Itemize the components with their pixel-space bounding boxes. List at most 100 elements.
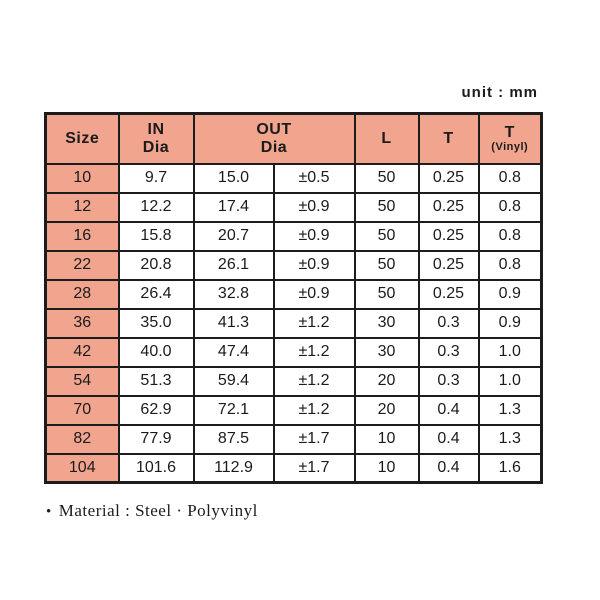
t-cell: 0.25 bbox=[417, 220, 480, 252]
out-dia-tolerance-cell: ±0.9 bbox=[272, 249, 356, 281]
header-in-dia-line1: IN bbox=[147, 120, 165, 138]
out-dia-cell: 26.1 bbox=[192, 249, 275, 281]
material-note: • Material : Steel · Polyvinyl bbox=[46, 501, 258, 521]
t-cell: 0.25 bbox=[417, 278, 480, 310]
t-cell: 0.4 bbox=[417, 394, 480, 426]
table-body: 10 9.7 15.0 ±0.5 50 0.25 0.8 12 12.2 17.… bbox=[44, 162, 543, 484]
l-cell: 20 bbox=[353, 365, 420, 397]
out-dia-cell: 59.4 bbox=[192, 365, 275, 397]
header-l-label: L bbox=[381, 129, 392, 147]
l-cell: 30 bbox=[353, 307, 420, 339]
in-dia-cell: 40.0 bbox=[117, 336, 195, 368]
t-vinyl-cell: 0.9 bbox=[477, 278, 543, 310]
in-dia-cell: 20.8 bbox=[117, 249, 195, 281]
t-vinyl-cell: 1.3 bbox=[477, 423, 543, 455]
l-cell: 20 bbox=[353, 394, 420, 426]
out-dia-tolerance-cell: ±1.7 bbox=[272, 423, 356, 455]
table-row: 42 40.0 47.4 ±1.2 30 0.3 1.0 bbox=[44, 336, 543, 368]
out-dia-cell: 112.9 bbox=[192, 452, 275, 484]
in-dia-cell: 26.4 bbox=[117, 278, 195, 310]
t-vinyl-cell: 0.8 bbox=[477, 162, 543, 194]
l-cell: 50 bbox=[353, 191, 420, 223]
header-t-vinyl-line2: (Vinyl) bbox=[491, 141, 529, 154]
in-dia-cell: 9.7 bbox=[117, 162, 195, 194]
l-cell: 10 bbox=[353, 452, 420, 484]
table-row: 104 101.6 112.9 ±1.7 10 0.4 1.6 bbox=[44, 452, 543, 484]
size-cell: 16 bbox=[44, 220, 120, 252]
t-vinyl-cell: 1.6 bbox=[477, 452, 543, 484]
l-cell: 50 bbox=[353, 278, 420, 310]
in-dia-cell: 15.8 bbox=[117, 220, 195, 252]
table-header: Size IN Dia OUT Dia L T T (Vin bbox=[44, 112, 543, 165]
header-in-dia-line2: Dia bbox=[142, 138, 170, 156]
spec-table: Size IN Dia OUT Dia L T T (Vin bbox=[44, 112, 543, 484]
l-cell: 50 bbox=[353, 220, 420, 252]
header-t-vinyl-line1: T bbox=[504, 124, 515, 142]
table-row: 10 9.7 15.0 ±0.5 50 0.25 0.8 bbox=[44, 162, 543, 194]
size-cell: 54 bbox=[44, 365, 120, 397]
size-cell: 22 bbox=[44, 249, 120, 281]
out-dia-cell: 17.4 bbox=[192, 191, 275, 223]
t-cell: 0.25 bbox=[417, 191, 480, 223]
l-cell: 50 bbox=[353, 162, 420, 194]
size-cell: 28 bbox=[44, 278, 120, 310]
out-dia-cell: 20.7 bbox=[192, 220, 275, 252]
bullet-icon: • bbox=[46, 504, 52, 520]
t-cell: 0.3 bbox=[417, 365, 480, 397]
header-out-dia: OUT Dia bbox=[192, 112, 356, 165]
header-l: L bbox=[353, 112, 420, 165]
out-dia-cell: 72.1 bbox=[192, 394, 275, 426]
size-cell: 36 bbox=[44, 307, 120, 339]
in-dia-cell: 77.9 bbox=[117, 423, 195, 455]
out-dia-tolerance-cell: ±1.2 bbox=[272, 336, 356, 368]
header-t-label: T bbox=[443, 129, 454, 147]
t-vinyl-cell: 1.3 bbox=[477, 394, 543, 426]
out-dia-tolerance-cell: ±1.7 bbox=[272, 452, 356, 484]
l-cell: 30 bbox=[353, 336, 420, 368]
in-dia-cell: 12.2 bbox=[117, 191, 195, 223]
out-dia-tolerance-cell: ±0.9 bbox=[272, 278, 356, 310]
out-dia-tolerance-cell: ±1.2 bbox=[272, 365, 356, 397]
table-row: 82 77.9 87.5 ±1.7 10 0.4 1.3 bbox=[44, 423, 543, 455]
l-cell: 50 bbox=[353, 249, 420, 281]
table-row: 28 26.4 32.8 ±0.9 50 0.25 0.9 bbox=[44, 278, 543, 310]
header-t-vinyl: T (Vinyl) bbox=[477, 112, 543, 165]
out-dia-cell: 15.0 bbox=[192, 162, 275, 194]
t-vinyl-cell: 0.9 bbox=[477, 307, 543, 339]
table-row: 12 12.2 17.4 ±0.9 50 0.25 0.8 bbox=[44, 191, 543, 223]
out-dia-cell: 87.5 bbox=[192, 423, 275, 455]
size-cell: 12 bbox=[44, 191, 120, 223]
t-cell: 0.3 bbox=[417, 307, 480, 339]
in-dia-cell: 62.9 bbox=[117, 394, 195, 426]
t-cell: 0.3 bbox=[417, 336, 480, 368]
t-vinyl-cell: 1.0 bbox=[477, 365, 543, 397]
header-in-dia: IN Dia bbox=[117, 112, 195, 165]
t-cell: 0.25 bbox=[417, 162, 480, 194]
table-row: 16 15.8 20.7 ±0.9 50 0.25 0.8 bbox=[44, 220, 543, 252]
size-cell: 42 bbox=[44, 336, 120, 368]
size-cell: 10 bbox=[44, 162, 120, 194]
in-dia-cell: 35.0 bbox=[117, 307, 195, 339]
in-dia-cell: 101.6 bbox=[117, 452, 195, 484]
t-vinyl-cell: 0.8 bbox=[477, 191, 543, 223]
l-cell: 10 bbox=[353, 423, 420, 455]
table-row: 36 35.0 41.3 ±1.2 30 0.3 0.9 bbox=[44, 307, 543, 339]
out-dia-cell: 32.8 bbox=[192, 278, 275, 310]
header-out-dia-line2: Dia bbox=[260, 138, 288, 156]
size-cell: 70 bbox=[44, 394, 120, 426]
t-cell: 0.25 bbox=[417, 249, 480, 281]
size-cell: 104 bbox=[44, 452, 120, 484]
header-size-label: Size bbox=[65, 129, 100, 147]
out-dia-tolerance-cell: ±0.9 bbox=[272, 191, 356, 223]
unit-label: unit : mm bbox=[461, 84, 538, 101]
t-vinyl-cell: 0.8 bbox=[477, 220, 543, 252]
t-cell: 0.4 bbox=[417, 423, 480, 455]
header-out-dia-line1: OUT bbox=[256, 120, 292, 138]
out-dia-tolerance-cell: ±0.9 bbox=[272, 220, 356, 252]
t-cell: 0.4 bbox=[417, 452, 480, 484]
t-vinyl-cell: 1.0 bbox=[477, 336, 543, 368]
header-t: T bbox=[417, 112, 480, 165]
t-vinyl-cell: 0.8 bbox=[477, 249, 543, 281]
out-dia-cell: 47.4 bbox=[192, 336, 275, 368]
